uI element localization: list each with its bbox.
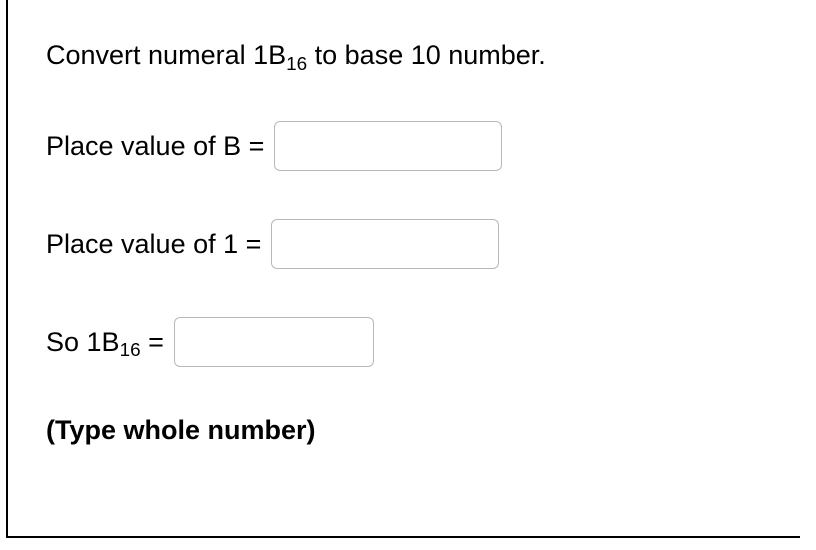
row-result: So 1B16 = bbox=[46, 317, 762, 367]
prompt-prefix: Convert numeral 1B bbox=[46, 40, 286, 70]
hint-text: (Type whole number) bbox=[46, 415, 762, 446]
prompt-suffix: to base 10 number. bbox=[307, 40, 546, 70]
input-place-value-1[interactable] bbox=[271, 219, 499, 269]
result-subscript: 16 bbox=[120, 340, 141, 361]
row-place-value-1: Place value of 1 = bbox=[46, 219, 762, 269]
prompt-subscript: 16 bbox=[286, 54, 307, 75]
input-result[interactable] bbox=[174, 317, 374, 367]
label-place-value-1: Place value of 1 = bbox=[46, 229, 261, 260]
row-place-value-b: Place value of B = bbox=[46, 121, 762, 171]
label-result: So 1B16 = bbox=[46, 327, 164, 358]
result-prefix: So 1B bbox=[46, 327, 120, 357]
question-prompt: Convert numeral 1B16 to base 10 number. bbox=[46, 38, 762, 73]
result-suffix: = bbox=[141, 327, 164, 357]
question-container: Convert numeral 1B16 to base 10 number. … bbox=[6, 0, 800, 538]
label-place-value-b: Place value of B = bbox=[46, 131, 264, 162]
input-place-value-b[interactable] bbox=[274, 121, 502, 171]
